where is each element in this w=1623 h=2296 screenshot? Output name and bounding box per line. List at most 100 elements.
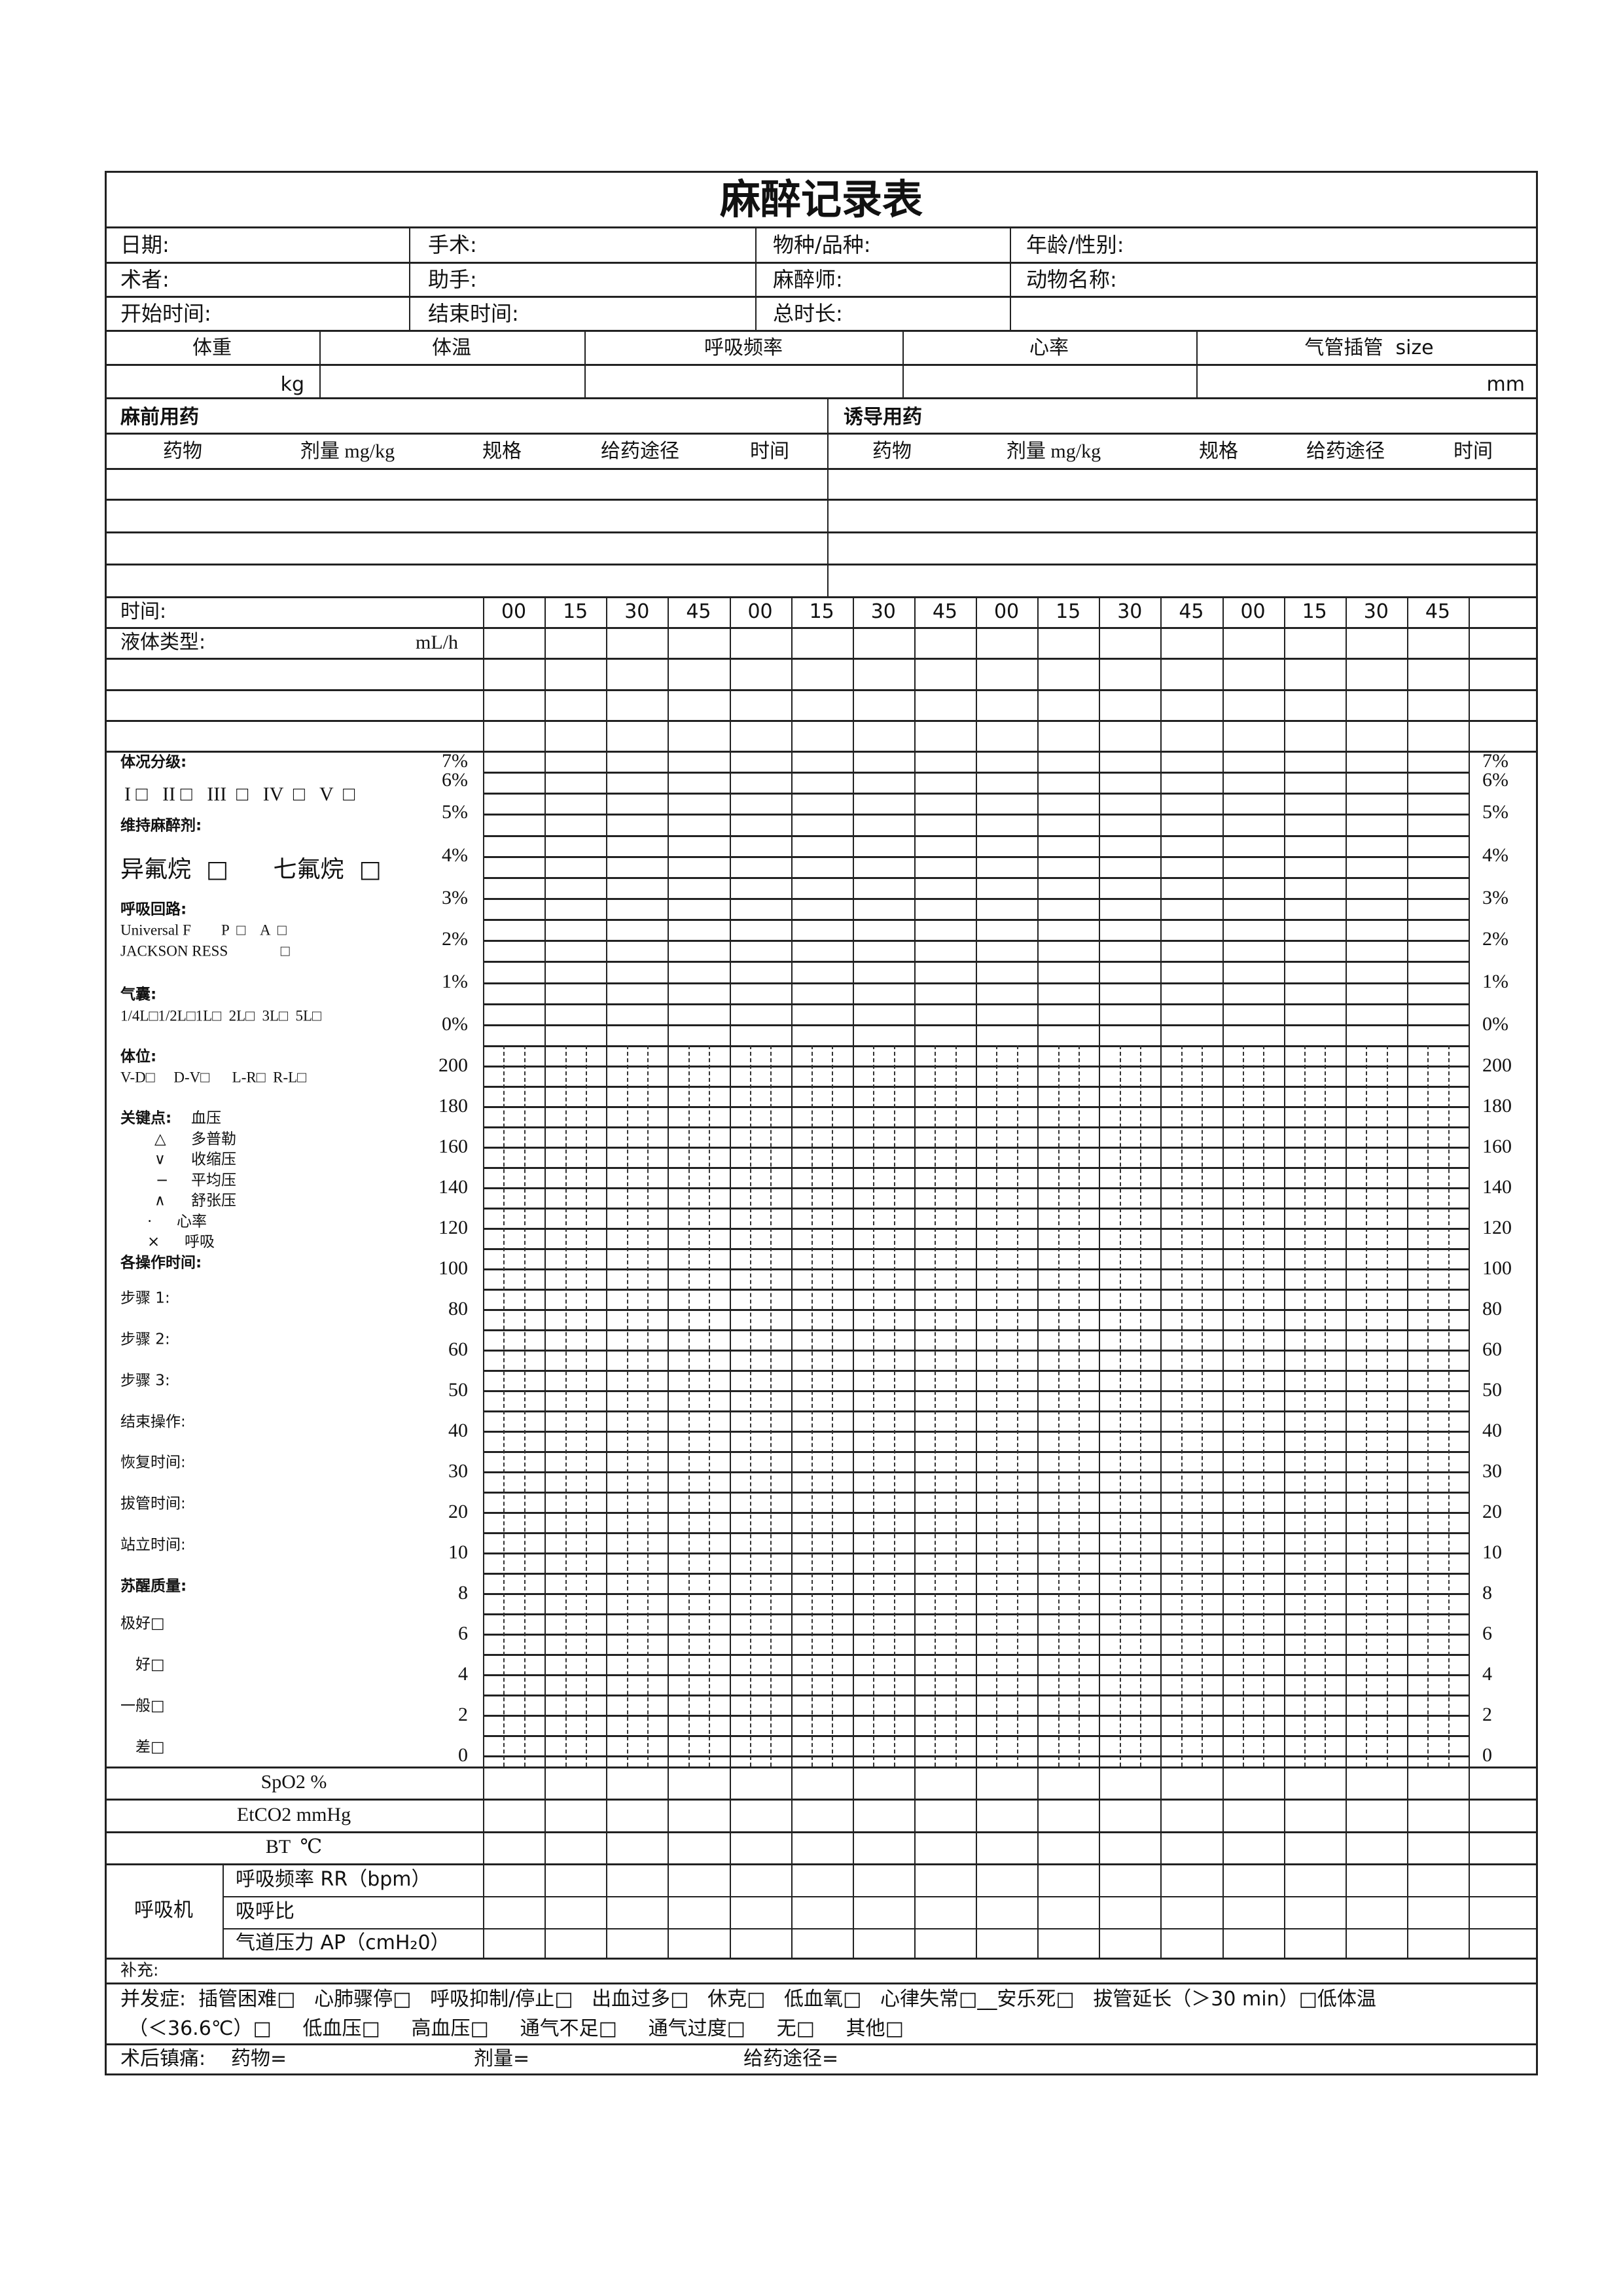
grid-dashed-line bbox=[565, 1045, 567, 1767]
date-label: 日期: bbox=[120, 232, 169, 257]
grid-dashed-line bbox=[586, 1045, 587, 1767]
percent-tick-left: 5% bbox=[442, 801, 468, 823]
value-tick-right: 180 bbox=[1482, 1095, 1512, 1117]
grid-line bbox=[105, 468, 1538, 470]
duration-label: 总时长: bbox=[773, 301, 843, 326]
value-tick-left: 20 bbox=[448, 1501, 468, 1522]
grid-line bbox=[483, 1167, 1469, 1169]
grid-line bbox=[483, 856, 1469, 858]
value-tick-left: 50 bbox=[448, 1379, 468, 1401]
grid-line bbox=[483, 1126, 1469, 1128]
percent-tick-left: 1% bbox=[442, 971, 468, 992]
grid-line bbox=[105, 1863, 1538, 1865]
grid-dashed-line bbox=[1140, 1045, 1141, 1767]
vent-ap-label: 气道压力 AP（cmH₂0） bbox=[236, 1931, 450, 1954]
asa-options: I □ II □ III □ IV □ V □ bbox=[124, 783, 355, 805]
value-tick-right: 80 bbox=[1482, 1298, 1502, 1319]
postop-drug: 药物= bbox=[231, 2047, 287, 2070]
grid-line bbox=[791, 596, 793, 1958]
grid-dashed-line bbox=[627, 1045, 628, 1767]
grid-line bbox=[483, 1248, 1469, 1250]
grid-line bbox=[483, 1370, 1469, 1372]
grid-line bbox=[483, 1634, 1469, 1636]
induction-col-drug: 药物 bbox=[872, 440, 912, 463]
species-label: 物种/品种: bbox=[773, 232, 871, 257]
grid-line bbox=[1284, 596, 1285, 1958]
value-tick-left: 140 bbox=[438, 1176, 468, 1198]
grid-line bbox=[483, 1573, 1469, 1575]
percent-tick-right: 4% bbox=[1482, 844, 1508, 866]
induction-col-spec: 规格 bbox=[1199, 440, 1238, 463]
percent-tick-left: 4% bbox=[442, 844, 468, 866]
grid-line bbox=[483, 940, 1469, 942]
grid-dashed-line bbox=[1325, 1045, 1326, 1767]
maint-options: 异氟烷 □ 七氟烷 □ bbox=[120, 856, 382, 883]
postop-label: 术后镇痛: bbox=[120, 2047, 206, 2070]
value-tick-left: 120 bbox=[438, 1217, 468, 1238]
value-tick-left: 40 bbox=[448, 1420, 468, 1441]
value-tick-right: 120 bbox=[1482, 1217, 1512, 1238]
grid-line bbox=[483, 1003, 1469, 1005]
value-tick-right: 2 bbox=[1482, 1704, 1492, 1725]
position-options: V-D□ D-V□ L-R□ R-L□ bbox=[120, 1069, 307, 1086]
grid-line bbox=[223, 1896, 1538, 1897]
value-tick-left: 10 bbox=[448, 1541, 468, 1563]
legend-label: 舒张压 bbox=[191, 1192, 236, 1210]
value-tick-right: 40 bbox=[1482, 1420, 1502, 1441]
animal-name-label: 动物名称: bbox=[1026, 267, 1117, 292]
value-tick-left: 30 bbox=[448, 1460, 468, 1482]
value-tick-left: 100 bbox=[438, 1257, 468, 1279]
time-tick: 00 bbox=[1240, 600, 1266, 623]
grid-dashed-line bbox=[688, 1045, 690, 1767]
grid-line bbox=[483, 1410, 1469, 1412]
grid-line bbox=[483, 835, 1469, 837]
grid-dashed-line bbox=[1448, 1045, 1450, 1767]
percent-tick-right: 0% bbox=[1482, 1013, 1508, 1035]
op-recovery: 恢复时间: bbox=[120, 1454, 186, 1471]
op-step-2: 步骤 2: bbox=[120, 1331, 170, 1348]
value-tick-left: 8 bbox=[458, 1582, 468, 1604]
percent-tick-right: 7% bbox=[1482, 750, 1508, 772]
recovery-good: 好□ bbox=[135, 1656, 165, 1674]
op-step-3: 步骤 3: bbox=[120, 1372, 170, 1390]
op-end: 结束操作: bbox=[120, 1413, 186, 1431]
grid-line bbox=[483, 1695, 1469, 1696]
percent-tick-left: 3% bbox=[442, 887, 468, 908]
grid-dashed-line bbox=[647, 1045, 649, 1767]
legend-head: 血压 bbox=[191, 1109, 221, 1127]
grid-line bbox=[1346, 596, 1347, 1958]
grid-line bbox=[105, 1767, 1538, 1768]
grid-line bbox=[483, 1329, 1469, 1331]
induction-col-route: 给药途径 bbox=[1306, 440, 1385, 463]
grid-line bbox=[483, 1228, 1469, 1230]
value-tick-right: 100 bbox=[1482, 1257, 1512, 1279]
grid-line bbox=[483, 1471, 1469, 1473]
legend-label: 心率 bbox=[177, 1213, 207, 1230]
value-tick-right: 10 bbox=[1482, 1541, 1502, 1563]
body-temp-label: BT ℃ bbox=[265, 1836, 323, 1857]
diastolic-symbol-icon: ∧ bbox=[154, 1192, 166, 1210]
premed-col-dose: 剂量 mg/kg bbox=[300, 440, 395, 462]
grid-line bbox=[483, 1532, 1469, 1534]
grid-line bbox=[483, 1674, 1469, 1676]
circuit-line1: Universal F P □ A □ bbox=[120, 922, 287, 939]
time-tick: 00 bbox=[501, 600, 527, 623]
tube-size-header: 气管插管 size bbox=[1304, 336, 1434, 359]
grid-line bbox=[483, 1451, 1469, 1453]
asa-title: 体况分级: bbox=[120, 753, 187, 771]
grid-line bbox=[1196, 330, 1198, 397]
percent-tick-left: 0% bbox=[442, 1013, 468, 1035]
doppler-symbol-icon: △ bbox=[154, 1130, 166, 1148]
time-tick: 45 bbox=[686, 600, 711, 623]
grid-line bbox=[1099, 596, 1100, 1958]
surgery-label: 手术: bbox=[428, 232, 477, 257]
recovery-title: 苏醒质量: bbox=[120, 1577, 187, 1595]
time-tick: 45 bbox=[1179, 600, 1204, 623]
grid-line bbox=[105, 296, 1538, 298]
anesthetist-label: 麻醉师: bbox=[773, 267, 843, 292]
grid-line bbox=[902, 330, 904, 397]
percent-tick-right: 2% bbox=[1482, 928, 1508, 950]
weight-header: 体重 bbox=[192, 336, 232, 359]
time-tick: 15 bbox=[809, 600, 834, 623]
value-tick-left: 0 bbox=[458, 1744, 468, 1766]
